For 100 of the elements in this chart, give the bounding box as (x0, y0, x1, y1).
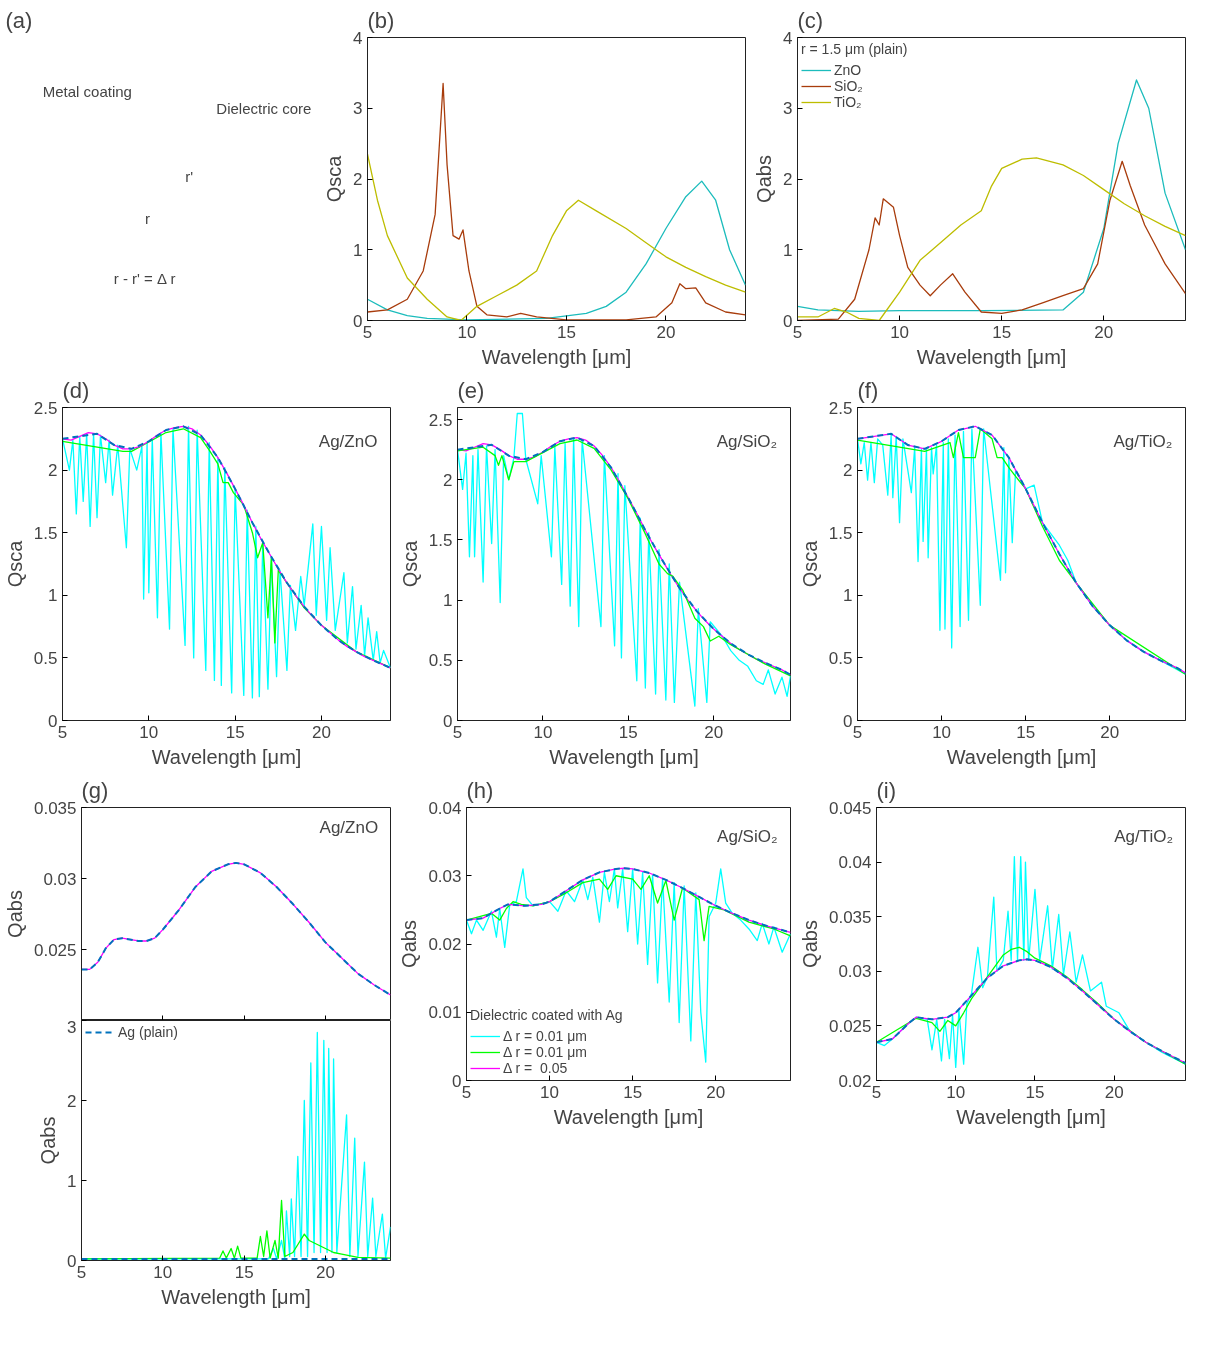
legend-title: r = 1.5 μm (plain) (801, 41, 908, 57)
x-tick-label: 10 (457, 322, 477, 342)
y-tick-label: 2 (443, 470, 453, 490)
x-tick-label: 10 (540, 1082, 560, 1102)
text: r' (185, 167, 194, 185)
y-tick-label: 0.025 (33, 940, 77, 960)
x-tick-label: 5 (57, 722, 68, 742)
y-tick-label: 1.5 (828, 523, 853, 543)
y-tick-label: 1 (783, 240, 793, 260)
legend-label: Δ r = 0.01 μm (503, 1044, 587, 1060)
x-tick-label: 20 (1094, 322, 1114, 342)
y-tick-label: 2 (67, 1091, 77, 1111)
text: Metal coating (42, 82, 132, 100)
y-tick-label: 0 (452, 1071, 462, 1091)
text: r (145, 210, 150, 228)
x-tick-label: 20 (1104, 1082, 1124, 1102)
text: (a) (5, 7, 33, 33)
x-tick-label: 5 (461, 1082, 472, 1102)
y-tick-label: 1.5 (428, 530, 453, 550)
chart-title: (i) (876, 777, 897, 803)
x-tick-label: 20 (704, 722, 724, 742)
chart-title: (c) (797, 7, 824, 33)
y-tick-label: 0.5 (828, 648, 853, 668)
y-axis-title: Qabs (37, 1116, 60, 1165)
x-tick-label: 15 (623, 1082, 643, 1102)
y-tick-label: 4 (353, 28, 363, 48)
y-axis-title: Qsca (3, 539, 26, 588)
y-tick-label: 0.02 (838, 1071, 872, 1091)
y-tick-label: 0 (783, 311, 793, 331)
x-tick-label: 5 (452, 722, 463, 742)
x-tick-label: 5 (792, 322, 803, 342)
x-axis-title: Wavelength [μm] (481, 345, 632, 368)
y-tick-label: 1 (67, 1171, 77, 1191)
legend-title: Dielectric coated with Ag (470, 1007, 623, 1023)
line-series (466, 867, 791, 934)
chart-title: (b) (367, 7, 395, 33)
y-tick-label: 2 (353, 170, 363, 189)
y-tick-label: 2 (48, 461, 58, 481)
y-tick-label: 1.5 (33, 523, 58, 543)
legend-label: Ag (plain) (118, 1024, 178, 1040)
y-tick-label: 2.5 (828, 398, 853, 418)
x-tick-label: 10 (932, 722, 952, 742)
y-tick-label: 1 (48, 586, 58, 606)
y-tick-label: 0.02 (428, 935, 462, 954)
x-axis-title: Wavelength [μm] (161, 1285, 311, 1308)
y-tick-label: 4 (783, 28, 793, 48)
x-axis-title: Wavelength [μm] (946, 745, 1097, 768)
x-tick-label: 20 (706, 1082, 726, 1102)
x-tick-label: 15 (992, 322, 1012, 342)
y-tick-label: 0.035 (828, 907, 872, 927)
legend-label: TiO₂ (834, 94, 862, 110)
y-axis-title: Qabs (3, 890, 26, 938)
y-tick-label: 0.03 (428, 866, 462, 886)
x-tick-label: 20 (1100, 722, 1120, 742)
y-axis-title: Qabs (753, 155, 776, 203)
y-tick-label: 0.5 (428, 651, 453, 671)
x-tick-label: 20 (656, 322, 676, 342)
legend-label: Δ r = 0.05 (503, 1060, 568, 1076)
annotation: Ag/TiO₂ (1114, 826, 1174, 846)
y-tick-label: 0.03 (838, 962, 872, 982)
y-tick-label: 1 (843, 586, 853, 606)
y-tick-label: 0.03 (43, 869, 77, 889)
x-tick-label: 5 (852, 722, 863, 742)
y-axis-title: Qsca (323, 154, 346, 203)
x-tick-label: 10 (533, 722, 553, 742)
annotation: Ag/SiO₂ (717, 826, 778, 846)
chart-title: (g) (81, 777, 109, 803)
x-tick-label: 5 (871, 1082, 882, 1102)
y-tick-label: 0 (67, 1251, 77, 1271)
annotation: Ag/ZnO (318, 432, 378, 452)
chart-title: (e) (457, 377, 485, 403)
x-axis-title: Wavelength [μm] (151, 745, 302, 768)
x-tick-label: 20 (315, 1262, 335, 1282)
legend-label: ZnO (834, 62, 862, 78)
x-axis-title: Wavelength [μm] (549, 745, 699, 768)
y-tick-label: 1 (443, 591, 453, 611)
chart-title: (d) (62, 377, 90, 403)
legend-label: SiO₂ (834, 78, 863, 94)
x-tick-label: 15 (556, 322, 576, 342)
line-series (797, 79, 1186, 312)
x-axis-title: Wavelength [μm] (956, 1105, 1106, 1128)
x-tick-label: 10 (890, 322, 910, 342)
chart-title: (f) (857, 377, 879, 403)
y-tick-label: 2.5 (428, 410, 453, 430)
y-axis-title: Qsca (798, 539, 821, 588)
y-tick-label: 2 (783, 170, 793, 189)
x-tick-label: 15 (618, 722, 638, 742)
x-tick-label: 5 (76, 1262, 87, 1282)
y-tick-label: 3 (353, 99, 363, 119)
x-tick-label: 10 (946, 1082, 966, 1102)
y-tick-label: 0.025 (828, 1016, 872, 1036)
x-tick-label: 10 (153, 1262, 173, 1282)
x-tick-label: 20 (311, 722, 331, 742)
y-tick-label: 3 (783, 99, 793, 119)
y-tick-label: 0.01 (428, 1003, 462, 1023)
x-tick-label: 15 (1025, 1082, 1045, 1102)
y-axis-title: Qsca (398, 539, 421, 588)
annotation: Ag/ZnO (319, 818, 379, 838)
annotation: Ag/TiO₂ (1113, 432, 1173, 452)
text: Dielectric core (216, 99, 312, 117)
